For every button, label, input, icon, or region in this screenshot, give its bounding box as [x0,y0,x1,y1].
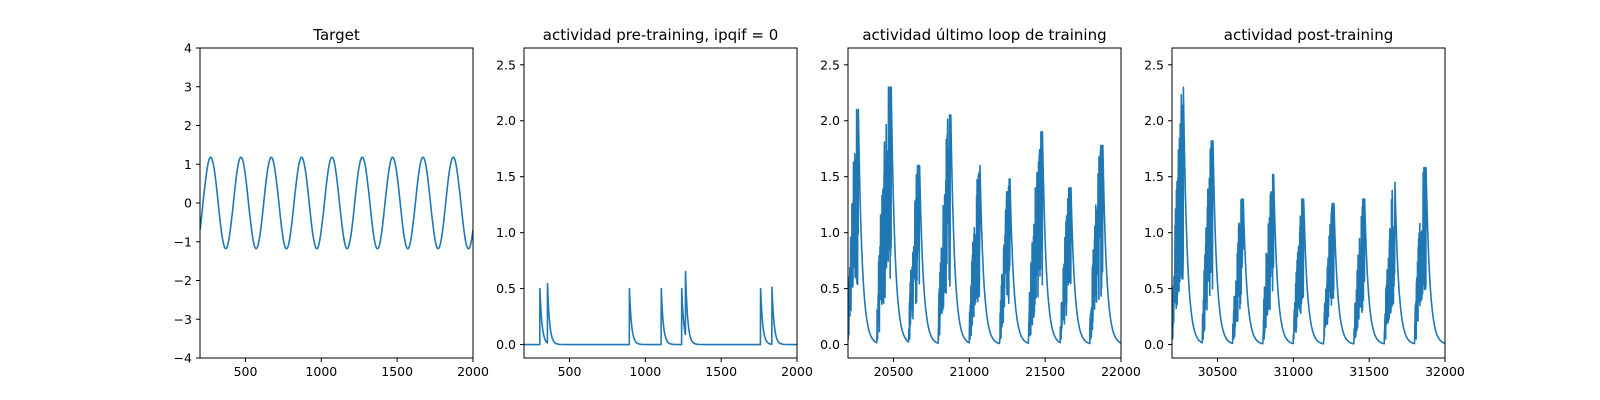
x-tick-label: 1500 [705,364,737,379]
x-tick-label: 2000 [457,364,489,379]
x-tick-label: 21500 [1025,364,1065,379]
y-tick-label: 4 [184,41,192,56]
y-tick-label: 1.5 [1144,169,1164,184]
y-tick-label: 0.5 [820,281,840,296]
x-tick-label: 1000 [629,364,661,379]
axes-frame [847,47,1122,359]
x-tick-label: 500 [234,364,258,379]
series-line [200,156,473,250]
y-tick-label: −2 [174,273,192,288]
x-tick-label: 30500 [1198,364,1238,379]
series-line [524,270,797,346]
y-tick-label: −3 [174,312,192,327]
y-tick-label: 2.0 [820,113,840,128]
y-tick-label: 1.0 [496,225,516,240]
y-tick-label: 2.5 [496,57,516,72]
axes-frame [1171,47,1446,359]
panel-pre-training: actividad pre-training, ipqif = 0 500 100… [496,26,813,379]
x-tick-label: 22000 [1101,364,1141,379]
y-tick-label: 2 [184,118,192,133]
x-tick-label: 2000 [781,364,813,379]
x-tick-label: 31500 [1349,364,1389,379]
panel-title: actividad pre-training, ipqif = 0 [543,26,779,44]
x-tick-label: 500 [558,364,582,379]
panel-title: actividad post-training [1224,26,1393,44]
series-line [848,86,1121,345]
y-tick-label: −1 [174,234,192,249]
y-tick-label: 0 [184,196,192,211]
y-tick-label: 1 [184,157,192,172]
y-tick-label: 0.0 [1144,337,1164,352]
y-tick-label: 2.5 [820,57,840,72]
axes-frame [199,47,474,359]
y-tick-label: 1.5 [820,169,840,184]
x-tick-label: 21000 [949,364,989,379]
y-tick-label: 2.0 [1144,113,1164,128]
y-tick-label: 1.0 [1144,225,1164,240]
y-tick-label: 1.5 [496,169,516,184]
y-tick-label: 3 [184,79,192,94]
series-line [1172,86,1445,345]
y-tick-label: −4 [174,351,192,366]
y-tick-label: 0.5 [496,281,516,296]
panel-title: actividad último loop de training [862,26,1106,44]
x-tick-label: 31000 [1273,364,1313,379]
axes-frame [523,47,798,359]
panel-target: Target 500 1000 1500 2000 −4 −3 −2 −1 0 1 2 3 4 [174,26,489,379]
y-tick-label: 0.0 [820,337,840,352]
x-tick-label: 1000 [305,364,337,379]
x-tick-label: 32000 [1425,364,1465,379]
panel-post-training: actividad post-training 30500 31000 31500 3… [1144,26,1465,379]
y-tick-label: 0.5 [1144,281,1164,296]
panel-last-training-loop: actividad último loop de training 20500 2… [820,26,1141,379]
y-tick-label: 2.0 [496,113,516,128]
x-tick-label: 1500 [381,364,413,379]
y-tick-label: 1.0 [820,225,840,240]
y-tick-label: 2.5 [1144,57,1164,72]
y-tick-label: 0.0 [496,337,516,352]
panel-title: Target [312,26,360,44]
x-tick-label: 20500 [874,364,914,379]
